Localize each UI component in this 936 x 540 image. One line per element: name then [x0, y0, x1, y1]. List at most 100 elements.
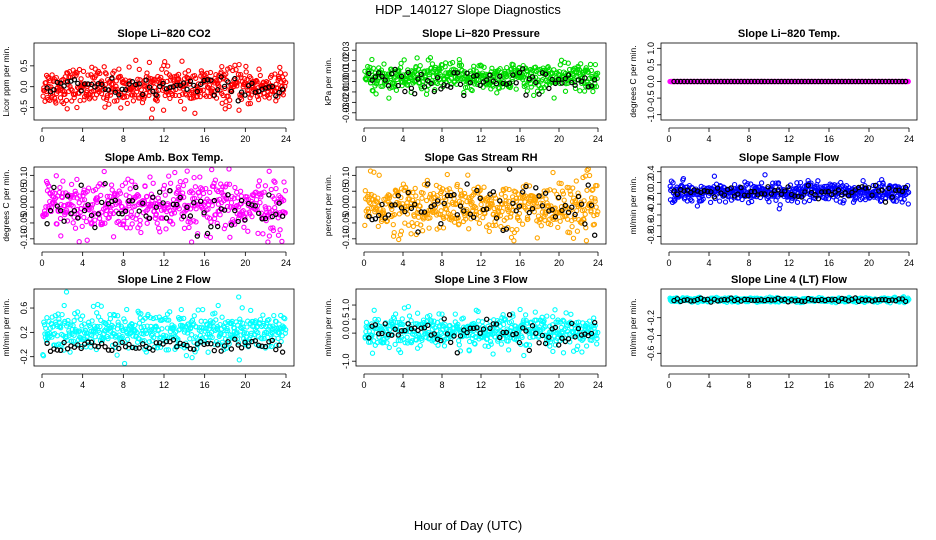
y-axis-label: degrees C per min.: [1, 169, 11, 241]
x-tick-label: 0: [666, 258, 671, 268]
x-tick-label: 20: [554, 134, 564, 144]
data-point: [461, 89, 467, 96]
data-point: [247, 100, 254, 107]
data-point: [241, 224, 247, 230]
highlight-point: [372, 74, 379, 80]
x-tick-label: 8: [439, 134, 444, 144]
data-point: [64, 106, 70, 112]
y-tick-label: 0.00: [341, 73, 351, 91]
data-point: [388, 75, 394, 82]
data-point: [271, 178, 277, 184]
data-point: [43, 79, 49, 86]
x-tick-label: 24: [593, 134, 603, 144]
x-tick-label: 12: [784, 258, 794, 268]
highlight-point: [588, 83, 595, 89]
panel-title: Slope Line 4 (LT) Flow: [731, 274, 847, 286]
highlight-point: [187, 213, 194, 219]
data-point: [562, 88, 569, 94]
highlight-point: [54, 79, 61, 86]
data-point: [191, 72, 198, 79]
highlight-point: [681, 78, 687, 85]
data-point: [456, 56, 462, 63]
data-point: [266, 168, 272, 174]
highlight-point: [276, 342, 282, 348]
data-point: [53, 100, 59, 106]
highlight-point: [78, 88, 84, 94]
highlight-point: [711, 78, 718, 85]
data-point: [63, 97, 70, 104]
highlight-point: [772, 78, 778, 85]
highlight-point: [896, 78, 902, 85]
panel-title: Slope Line 2 Flow: [118, 274, 211, 286]
x-tick-label: 0: [361, 258, 366, 268]
x-tick-label: 0: [361, 134, 366, 144]
data-point: [378, 218, 385, 225]
data-point: [584, 187, 590, 193]
data-point: [469, 87, 475, 94]
x-tick-label: 16: [824, 258, 834, 268]
highlight-point: [802, 78, 808, 85]
highlight-point: [815, 78, 822, 85]
highlight-point: [431, 88, 437, 95]
y-tick-label: 0.4: [646, 165, 656, 178]
data-point: [176, 206, 182, 212]
data-point: [197, 193, 203, 199]
data-point: [97, 70, 103, 77]
data-point: [440, 225, 447, 231]
series-points: [40, 166, 289, 245]
data-point: [514, 226, 520, 233]
highlight-point: [156, 83, 163, 90]
data-point: [427, 191, 434, 198]
highlight-point: [704, 78, 711, 85]
highlight-point: [376, 70, 382, 76]
highlight-point: [842, 78, 848, 85]
y-tick-label: -0.5: [646, 90, 656, 106]
data-point: [219, 63, 225, 70]
data-point: [711, 173, 718, 179]
data-point: [371, 307, 377, 313]
data-point: [44, 180, 51, 187]
data-point: [183, 352, 190, 359]
data-point: [268, 186, 274, 193]
data-point: [198, 68, 205, 74]
highlight-point: [116, 92, 122, 98]
highlight-point: [92, 84, 98, 90]
x-tick-label: 0: [361, 380, 366, 390]
x-tick-label: 24: [593, 380, 603, 390]
data-point: [435, 342, 441, 348]
highlight-point: [197, 81, 204, 88]
highlight-point: [85, 202, 91, 208]
data-point: [234, 83, 240, 89]
data-point: [193, 75, 199, 81]
data-point: [271, 312, 277, 319]
highlight-point: [438, 86, 444, 92]
data-point: [111, 68, 117, 74]
highlight-point: [671, 78, 677, 85]
highlight-point: [529, 74, 536, 80]
data-point: [398, 60, 404, 67]
data-point: [532, 74, 539, 81]
data-point: [103, 71, 109, 77]
data-point: [151, 76, 157, 82]
data-point: [243, 69, 249, 75]
data-point: [545, 64, 551, 70]
data-point: [569, 223, 575, 230]
main-title: HDP_140127 Slope Diagnostics: [375, 2, 561, 17]
data-point: [188, 95, 195, 101]
highlight-point: [698, 78, 704, 85]
highlight-point: [565, 72, 572, 78]
data-point: [591, 315, 597, 321]
highlight-point: [536, 91, 542, 97]
x-tick-label: 12: [476, 380, 486, 390]
highlight-point: [678, 78, 684, 85]
data-point: [192, 184, 199, 190]
x-tick-label: 8: [746, 258, 751, 268]
data-point: [435, 65, 442, 71]
highlight-point: [273, 346, 279, 353]
highlight-point: [105, 87, 112, 93]
data-point: [523, 82, 529, 89]
data-point: [57, 184, 63, 191]
highlight-point: [242, 92, 248, 98]
data-point: [98, 192, 104, 199]
